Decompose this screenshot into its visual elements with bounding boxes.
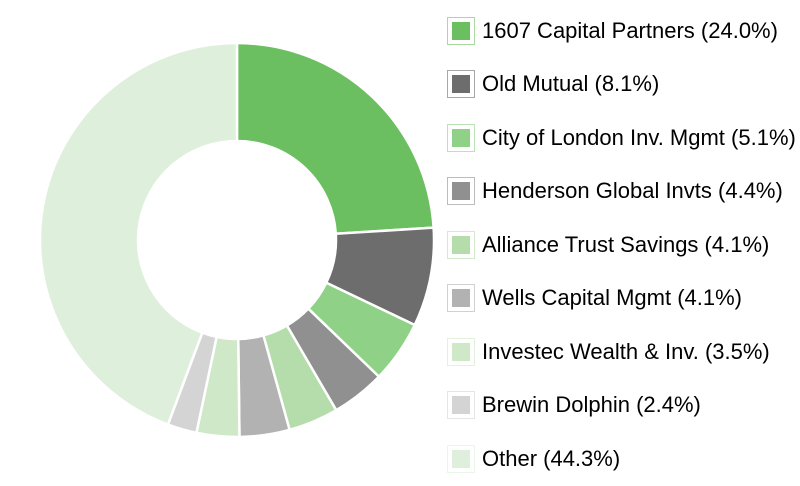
chart-legend: 1607 Capital Partners (24.0%) Old Mutual… (448, 4, 796, 486)
legend-swatch (448, 231, 474, 258)
legend-item: Brewin Dolphin (2.4%) (448, 379, 796, 433)
legend-swatch (448, 338, 474, 365)
legend-item: City of London Inv. Mgmt (5.1%) (448, 111, 796, 165)
legend-item: Henderson Global Invts (4.4%) (448, 165, 796, 219)
legend-item: 1607 Capital Partners (24.0%) (448, 4, 796, 58)
legend-item: Old Mutual (8.1%) (448, 58, 796, 112)
legend-swatch (448, 178, 474, 205)
legend-item: Alliance Trust Savings (4.1%) (448, 218, 796, 272)
legend-label: Brewin Dolphin (2.4%) (482, 392, 701, 418)
legend-label: 1607 Capital Partners (24.0%) (482, 17, 778, 43)
pie-slice-9 (38, 41, 239, 426)
legend-swatch (448, 124, 474, 151)
legend-swatch (448, 17, 474, 44)
legend-swatch (448, 71, 474, 98)
legend-label: City of London Inv. Mgmt (5.1%) (482, 124, 796, 150)
legend-label: Investec Wealth & Inv. (3.5%) (482, 338, 770, 364)
donut-chart (38, 41, 436, 439)
legend-item: Wells Capital Mgmt (4.1%) (448, 272, 796, 326)
legend-swatch (448, 445, 474, 472)
legend-swatch (448, 392, 474, 419)
pie-slice-1 (235, 41, 435, 236)
legend-label: Other (44.3%) (482, 445, 621, 471)
legend-label: Old Mutual (8.1%) (482, 71, 660, 97)
legend-swatch (448, 285, 474, 312)
legend-label: Henderson Global Invts (4.4%) (482, 178, 783, 204)
legend-label: Wells Capital Mgmt (4.1%) (482, 285, 742, 311)
legend-label: Alliance Trust Savings (4.1%) (482, 231, 770, 257)
legend-item: Investec Wealth & Inv. (3.5%) (448, 325, 796, 379)
legend-item: Other (44.3%) (448, 432, 796, 486)
